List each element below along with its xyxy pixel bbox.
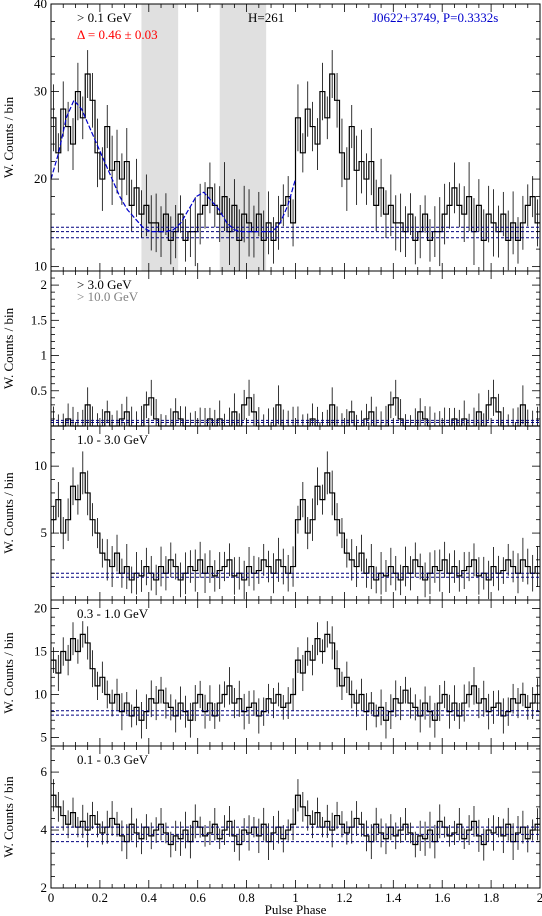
- histogram-line: [51, 794, 540, 846]
- y-axis-label: W. Counts / bin: [1, 632, 16, 714]
- panel-5: 2 4 6 0 0.2 0.4 0.6 0.8 1 1.2 1.4 1.6 1.8 2 W. Counts …: [1, 745, 542, 916]
- y-tick-label: 5: [41, 525, 48, 540]
- y-tick-label: 10: [34, 686, 47, 701]
- y-tick-label: 30: [34, 84, 47, 99]
- x-tick-label: 0.4: [141, 890, 158, 905]
- y-axis-label: W. Counts / bin: [1, 776, 16, 858]
- fit-curve: [50, 99, 297, 233]
- x-tick-label: 1: [292, 890, 299, 905]
- y-tick-label: 20: [34, 601, 47, 616]
- x-tick-label: 1.6: [434, 890, 451, 905]
- x-tick-label: 1.2: [336, 890, 352, 905]
- energy-band-label: 0.1 - 0.3 GeV: [77, 752, 149, 767]
- x-tick-label: 1.8: [483, 890, 499, 905]
- delta-annotation: Δ = 0.46 ± 0.03: [77, 27, 158, 42]
- energy-band-label-secondary: > 10.0 GeV: [77, 289, 139, 304]
- shaded-interval-1: [141, 4, 179, 271]
- x-tick-label: 1.4: [385, 890, 402, 905]
- panel-frame: [50, 425, 541, 601]
- x-tick-label: 0.6: [190, 890, 207, 905]
- y-axis-label: W. Counts / bin: [1, 307, 16, 389]
- y-tick-label: 2: [41, 880, 48, 895]
- histogram-line: [51, 633, 540, 721]
- energy-band-label: 0.3 - 1.0 GeV: [77, 606, 149, 621]
- y-tick-label: 1: [41, 348, 48, 363]
- y-tick-label: 2: [41, 277, 48, 292]
- y-tick-label: 15: [34, 644, 47, 659]
- energy-band-label: > 0.1 GeV: [77, 10, 132, 25]
- histogram-line: [51, 73, 540, 241]
- x-tick-label: 0: [48, 890, 55, 905]
- y-tick-label: 0.5: [31, 383, 47, 398]
- y-tick-label: 10: [34, 259, 47, 274]
- y-tick-label: 10: [34, 458, 47, 473]
- h-test-annotation: H=261: [248, 10, 284, 25]
- x-tick-label: 0.8: [238, 890, 254, 905]
- panel-2: 0.5 1 1.5 2 W. Counts / bin > 3.0 GeV> 10.0 G…: [1, 270, 541, 427]
- x-axis-label: Pulse Phase: [265, 902, 327, 916]
- y-tick-label: 40: [34, 0, 47, 11]
- panel-4: 5 10 15 20 W. Counts / bin 0.3 - 1.0 GeV: [1, 599, 541, 747]
- y-axis-label: W. Counts / bin: [1, 96, 16, 178]
- y-tick-label: 20: [34, 171, 47, 186]
- energy-band-label: 1.0 - 3.0 GeV: [77, 432, 149, 447]
- y-tick-label: 6: [41, 764, 48, 779]
- y-tick-label: 4: [41, 822, 48, 837]
- panel-3: 5 10 W. Counts / bin 1.0 - 3.0 GeV: [1, 425, 541, 601]
- x-tick-label: 0.2: [92, 890, 108, 905]
- y-axis-label: W. Counts / bin: [1, 472, 16, 554]
- x-tick-label: 2: [537, 890, 542, 905]
- panel-1: 10 20 30 40 W. Counts / bin > 0.1 GeV Δ = 0.46…: [1, 0, 541, 274]
- y-tick-label: 5: [41, 729, 48, 744]
- histogram-line: [51, 472, 540, 581]
- y-tick-label: 1.5: [31, 312, 47, 327]
- energy-band-label: > 3.0 GeV: [77, 277, 132, 292]
- source-annotation: J0622+3749, P=0.3332s: [372, 10, 498, 25]
